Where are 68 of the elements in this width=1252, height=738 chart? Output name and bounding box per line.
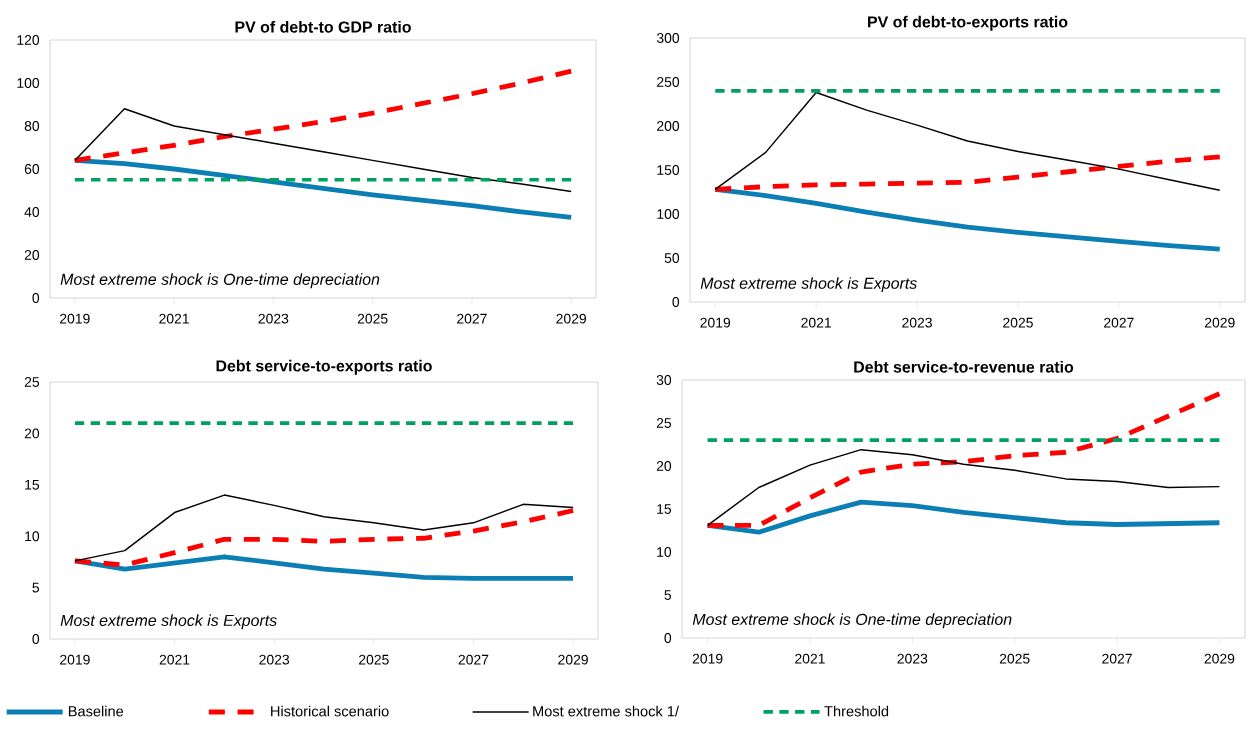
y-tick-label: 25 xyxy=(24,377,40,387)
chart-title: PV of debt-to-exports ratio xyxy=(868,15,1068,31)
legend-label: Baseline xyxy=(68,705,124,717)
x-tick-label: 2021 xyxy=(795,653,825,664)
x-tick-label: 2029 xyxy=(556,313,587,324)
y-tick-label: 40 xyxy=(24,207,40,217)
x-tick-label: 2019 xyxy=(60,654,90,665)
x-tick-label: 2023 xyxy=(259,654,290,665)
x-tick-label: 2027 xyxy=(1102,653,1132,664)
y-tick-label: 100 xyxy=(17,78,40,88)
x-tick-label: 2023 xyxy=(902,317,932,328)
annotation: Most extreme shock is Exports xyxy=(700,277,917,293)
x-tick-label: 2023 xyxy=(897,653,928,664)
y-tick-label: 20 xyxy=(24,250,40,260)
x-tick-label: 2021 xyxy=(159,313,189,324)
x-tick-label: 2019 xyxy=(700,317,731,328)
annotation: Most extreme shock is Exports xyxy=(60,614,277,630)
line-series xyxy=(72,68,574,163)
y-tick-label: 30 xyxy=(656,375,672,385)
line-series xyxy=(714,91,1221,191)
chart-title: Debt service-to-revenue ratio xyxy=(854,360,1074,373)
y-tick-label: 5 xyxy=(664,590,672,600)
y-tick-label: 25 xyxy=(656,418,672,428)
x-tick-label: 2027 xyxy=(458,654,489,665)
y-tick-label: 20 xyxy=(24,428,40,439)
chart-title: PV of debt-to GDP ratio xyxy=(235,20,411,33)
y-tick-label: 10 xyxy=(657,547,672,557)
x-tick-label: 2025 xyxy=(359,654,389,665)
x-tick-label: 2023 xyxy=(258,313,289,324)
y-tick-label: 200 xyxy=(657,121,680,131)
x-tick-label: 2021 xyxy=(801,317,831,328)
annotation: Most extreme shock is One-time depreciation xyxy=(692,613,1012,629)
y-tick-label: 15 xyxy=(25,479,40,490)
x-tick-label: 2019 xyxy=(60,313,90,324)
line-series xyxy=(74,494,574,562)
chart-title: Debt service-to-exports ratio xyxy=(216,359,432,375)
y-tick-label: 50 xyxy=(664,253,680,263)
x-tick-label: 2029 xyxy=(1204,317,1235,328)
y-tick-label: 0 xyxy=(32,293,40,303)
x-tick-label: 2019 xyxy=(692,653,723,664)
x-tick-label: 2029 xyxy=(558,654,588,665)
annotation: Most extreme shock is One-time depreciation xyxy=(60,273,380,289)
y-tick-label: 10 xyxy=(25,531,40,542)
y-tick-label: 15 xyxy=(657,504,672,514)
legend-label: Threshold xyxy=(824,705,889,717)
y-tick-label: 0 xyxy=(672,297,680,307)
x-tick-label: 2025 xyxy=(357,313,388,324)
y-tick-label: 0 xyxy=(664,633,672,643)
y-tick-label: 250 xyxy=(657,77,680,87)
y-tick-label: 60 xyxy=(24,164,40,174)
y-tick-label: 20 xyxy=(656,461,672,471)
line-series xyxy=(72,508,576,568)
y-tick-label: 100 xyxy=(657,209,680,219)
x-tick-label: 2021 xyxy=(159,654,190,665)
y-tick-label: 150 xyxy=(657,165,680,175)
y-tick-label: 80 xyxy=(24,121,40,131)
y-tick-label: 5 xyxy=(32,582,40,593)
legend-label: Most extreme shock 1/ xyxy=(533,705,680,717)
y-tick-label: 300 xyxy=(656,33,680,43)
x-tick-label: 2029 xyxy=(1204,653,1235,664)
x-tick-label: 2027 xyxy=(457,313,487,324)
legend-label: Historical scenario xyxy=(271,705,389,717)
x-tick-label: 2027 xyxy=(1104,317,1134,328)
y-tick-label: 0 xyxy=(32,634,40,644)
x-tick-label: 2025 xyxy=(1003,317,1033,328)
y-tick-label: 120 xyxy=(17,35,40,45)
x-tick-label: 2025 xyxy=(999,653,1030,664)
line-series xyxy=(706,448,1221,527)
